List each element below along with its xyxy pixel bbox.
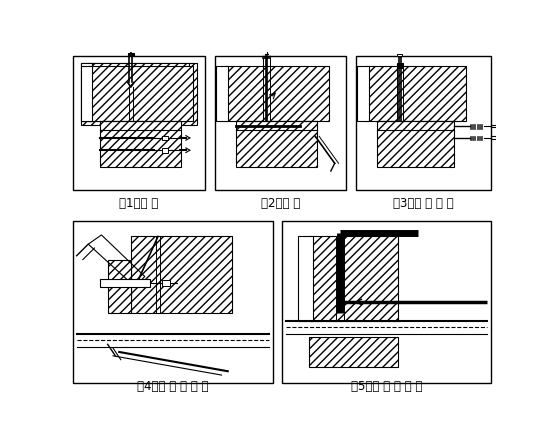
Bar (214, 57, 347, 191)
Bar (88, 64, 189, 122)
Bar (309, 237, 398, 321)
Bar (216, 67, 228, 122)
Bar (365, 67, 466, 122)
Bar (162, 148, 168, 153)
Bar (100, 279, 150, 287)
Bar (80, 64, 92, 122)
Text: （4）注 入 胶 粘 剂: （4）注 入 胶 粘 剂 (137, 379, 208, 392)
Bar (162, 280, 170, 286)
Bar (309, 337, 398, 367)
Bar (73, 222, 273, 383)
Bar (355, 57, 491, 191)
Bar (397, 55, 402, 57)
Text: （5）插 入 连 接 件: （5）插 入 连 接 件 (351, 379, 422, 392)
Bar (73, 57, 204, 191)
Bar (224, 67, 328, 122)
Bar (100, 122, 181, 168)
Text: （3）丙 酮 清 洗: （3）丙 酮 清 洗 (393, 196, 453, 209)
Bar (298, 237, 313, 321)
Bar (282, 222, 491, 383)
Text: （2）清 孔: （2）清 孔 (261, 196, 300, 209)
Bar (80, 64, 197, 126)
Bar (235, 122, 317, 168)
Bar (128, 54, 134, 57)
Bar (357, 67, 369, 122)
Bar (162, 136, 168, 141)
Bar (131, 237, 231, 314)
Text: （1）成 孔: （1）成 孔 (119, 196, 158, 209)
Bar (80, 67, 92, 122)
Bar (397, 64, 403, 69)
Bar (376, 122, 454, 168)
Bar (88, 67, 193, 122)
Bar (107, 260, 131, 314)
